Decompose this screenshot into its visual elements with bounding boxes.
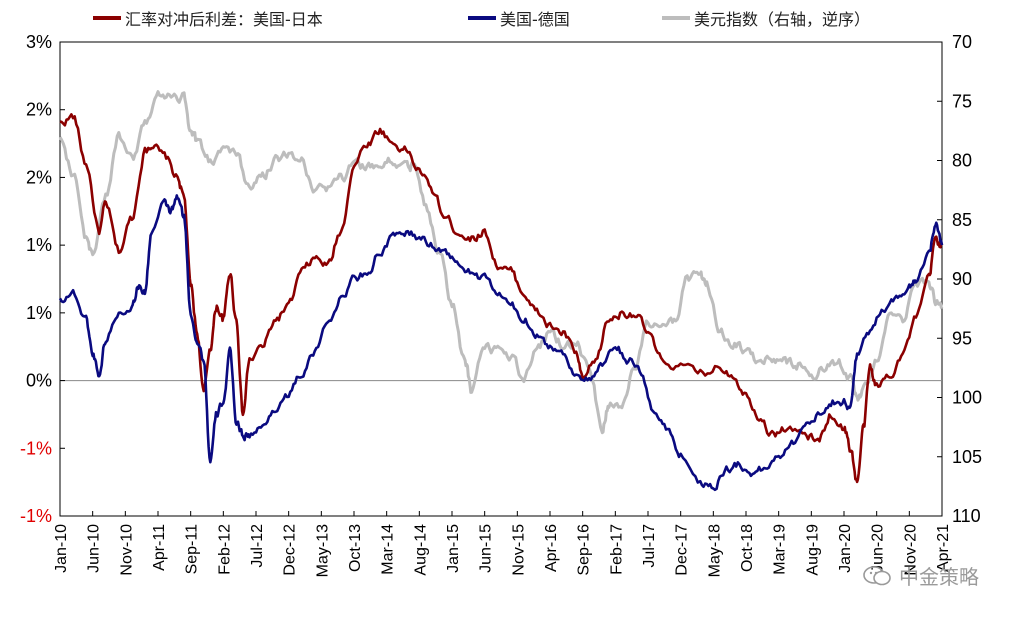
- x-tick-label: Nov-10: [118, 524, 135, 576]
- x-tick-label: Aug-14: [412, 524, 429, 576]
- legend-label-dxy: 美元指数（右轴，逆序）: [694, 10, 871, 29]
- x-tick-label: Sep-16: [576, 524, 593, 576]
- x-tick-label: Apr-16: [543, 524, 560, 572]
- legend-swatch-us-germany: [468, 16, 496, 20]
- y-left-tick-label: 0%: [26, 371, 52, 391]
- legend-item-dxy: 美元指数（右轴，逆序）: [662, 6, 870, 30]
- y-left-tick-label: -1%: [20, 438, 52, 458]
- x-tick-label: Jan-10: [53, 524, 70, 573]
- x-tick-label: Feb-12: [216, 524, 233, 575]
- y-right-tick-label: 100: [952, 388, 982, 408]
- chat-bubble-icon: [863, 565, 891, 585]
- watermark: 中金策略: [863, 561, 979, 590]
- legend-label-us-japan: 汇率对冲后利差：美国-日本: [125, 10, 323, 29]
- y-left-tick-label: 3%: [26, 32, 52, 52]
- x-tick-label: Apr-11: [151, 524, 168, 571]
- y-right-tick-label: 95: [952, 328, 972, 348]
- x-tick-label: Jun-20: [870, 524, 887, 573]
- x-tick-label: Jul-12: [249, 524, 266, 568]
- y-axis-right: 70 75 80 85 90 95 100 105 110: [937, 32, 982, 526]
- series-line-us-japan: [59, 113, 944, 484]
- plot-border: [59, 41, 943, 517]
- x-tick-label: Dec-12: [282, 524, 299, 576]
- x-tick-label: Oct-13: [347, 524, 364, 572]
- legend-item-us-japan: 汇率对冲后利差：美国-日本: [93, 6, 323, 30]
- x-tick-label: May-13: [314, 524, 331, 577]
- y-right-tick-label: 70: [952, 32, 972, 52]
- legend-swatch-us-japan: [93, 16, 121, 20]
- legend-item-us-germany: 美国-德国: [468, 6, 570, 30]
- y-left-tick-label: 1%: [26, 235, 52, 255]
- x-tick-label: Jan-20: [837, 524, 854, 573]
- plot-frame: [59, 41, 943, 517]
- chart-legend: 汇率对冲后利差：美国-日本 美国-德国 美元指数（右轴，逆序）: [0, 4, 1009, 30]
- x-tick-label: Dec-17: [674, 524, 691, 576]
- legend-swatch-dxy: [662, 16, 690, 20]
- y-left-tick-label: 2%: [26, 167, 52, 187]
- y-right-tick-label: 75: [952, 91, 972, 111]
- x-tick-label: Oct-18: [739, 524, 756, 572]
- series-line-dxy: [58, 90, 944, 435]
- x-tick-label: Jun-15: [478, 524, 495, 573]
- x-tick-label: Feb-17: [608, 524, 625, 575]
- x-tick-label: Nov-20: [902, 524, 919, 576]
- y-right-tick-label: 105: [952, 447, 982, 467]
- watermark-text: 中金策略: [899, 565, 979, 589]
- x-tick-label: Jul-17: [641, 524, 658, 568]
- x-tick-label: Nov-15: [510, 524, 527, 576]
- x-tick-label: Mar-19: [772, 524, 789, 575]
- legend-label-us-germany: 美国-德国: [500, 10, 570, 29]
- x-tick-label: May-18: [706, 524, 723, 577]
- y-right-tick-label: 80: [952, 151, 972, 171]
- x-tick-label: Mar-14: [380, 524, 397, 575]
- x-tick-label: Aug-19: [804, 524, 821, 576]
- x-tick-label: Jun-10: [86, 524, 103, 573]
- series-layer: [58, 90, 944, 492]
- x-tick-label: Jan-15: [445, 524, 462, 573]
- x-axis: Jan-10 Jun-10 Nov-10 Apr-11 Sep-11 Feb-12 Jul-…: [53, 511, 952, 577]
- x-tick-label: Apr-21: [935, 524, 952, 572]
- x-tick-label: Sep-11: [184, 524, 201, 575]
- y-left-tick-label: 1%: [26, 303, 52, 323]
- series-line-us-germany: [58, 194, 944, 492]
- y-right-tick-label: 110: [952, 506, 981, 526]
- y-right-tick-label: 85: [952, 210, 972, 230]
- y-right-tick-label: 90: [952, 269, 972, 289]
- y-axis-left: 3% 2% 2% 1% 1% 0% -1% -1%: [20, 32, 65, 526]
- y-left-tick-label: 2%: [26, 100, 52, 120]
- y-left-tick-label: -1%: [20, 506, 52, 526]
